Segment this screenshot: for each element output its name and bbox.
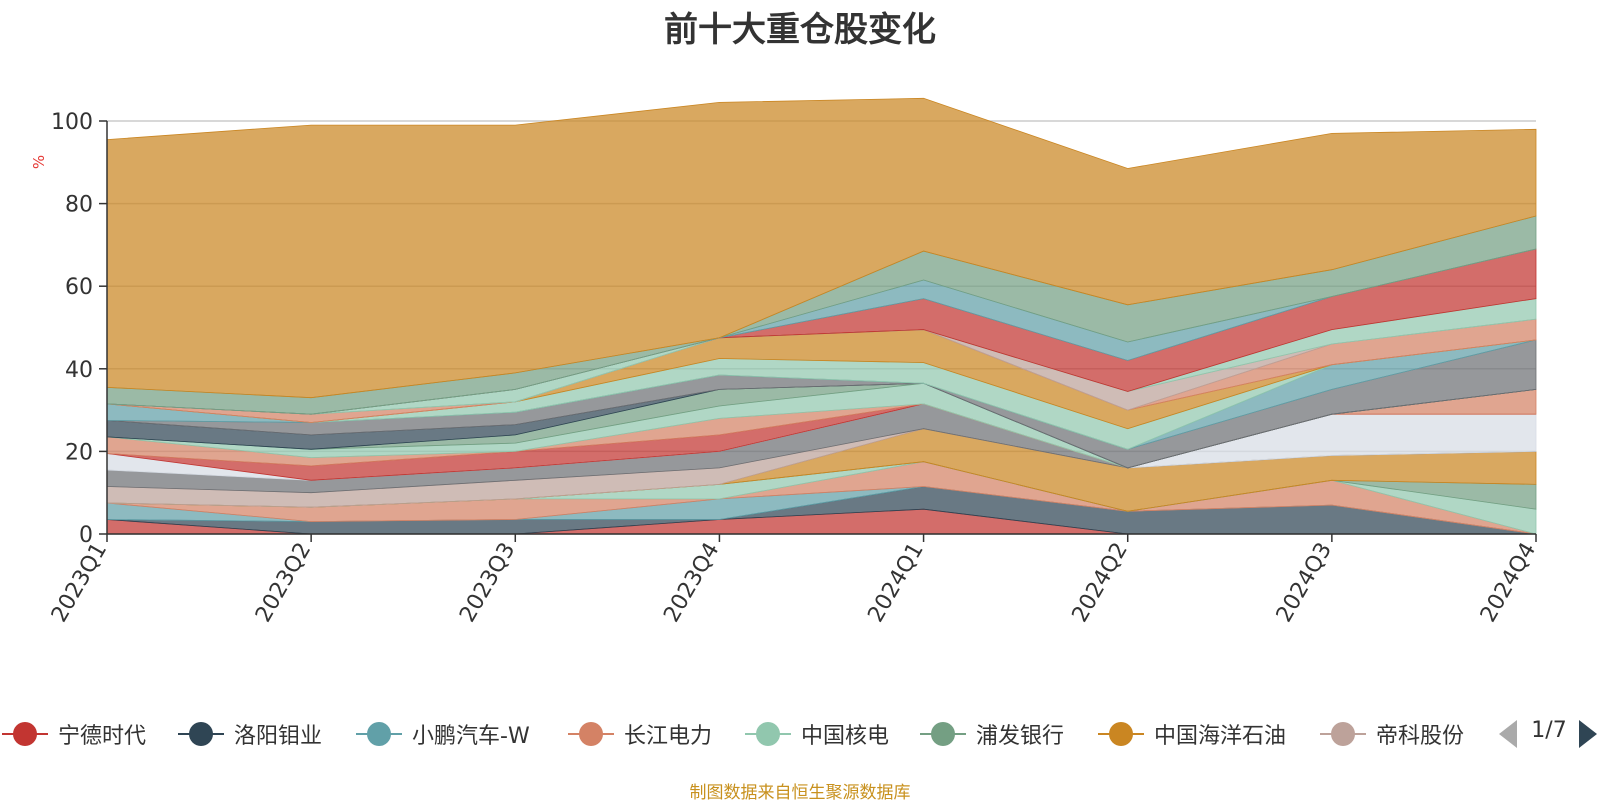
legend-label: 浦发银行 (976, 724, 1065, 749)
legend-label: 中国核电 (801, 724, 890, 749)
legend-item[interactable]: 浦发银行 (918, 716, 1064, 752)
legend-item[interactable]: 宁德时代 (0, 716, 146, 752)
x-tick-label: 2024Q2 (1068, 539, 1133, 627)
legend-label: 宁德时代 (58, 724, 147, 749)
legend-page-indicator: 1/7 (1531, 718, 1567, 743)
y-axis-label: % (30, 155, 48, 169)
legend: 宁德时代 洛阳钼业 小鹏汽车-W 长江电力 中国核电 浦发银行 中国海洋石油 帝科股份 (0, 716, 1600, 756)
legend-label: 长江电力 (624, 724, 713, 749)
legend-marker-icon (743, 719, 793, 749)
legend-item[interactable]: 小鹏汽车-W (354, 716, 530, 752)
legend-label: 中国海洋石油 (1154, 724, 1287, 749)
x-tick-label: 2023Q4 (659, 539, 724, 627)
legend-label: 洛阳钼业 (234, 724, 323, 749)
x-tick-label: 2023Q3 (455, 539, 520, 627)
chart-title: 前十大重仓股变化 (664, 10, 936, 50)
x-tick-label: 2024Q4 (1476, 539, 1541, 627)
legend-marker-icon (0, 719, 50, 749)
legend-marker-icon (1318, 719, 1368, 749)
legend-item[interactable]: 洛阳钼业 (176, 716, 322, 752)
legend-item[interactable]: 中国海洋石油 (1096, 716, 1286, 752)
legend-marker-icon (566, 719, 616, 749)
legend-item[interactable]: 中国核电 (743, 716, 889, 752)
x-tick-label: 2023Q1 (47, 539, 112, 627)
x-tick-label: 2024Q1 (863, 539, 928, 627)
legend-marker-icon (176, 719, 226, 749)
x-tick-label: 2023Q2 (251, 539, 316, 627)
legend-marker-icon (1096, 719, 1146, 749)
legend-marker-icon (354, 719, 404, 749)
legend-marker-icon (918, 719, 968, 749)
y-tick-label: 0 (79, 523, 93, 548)
data-source-note: 制图数据来自恒生聚源数据库 (689, 783, 911, 803)
x-tick-label: 2024Q3 (1272, 539, 1337, 627)
legend-item[interactable]: 长江电力 (566, 716, 712, 752)
area-series-25[interactable] (106, 97, 1537, 399)
y-tick-label: 20 (65, 440, 93, 465)
legend-label: 小鹏汽车-W (412, 724, 530, 749)
y-tick-label: 40 (65, 358, 93, 383)
legend-next-page-icon[interactable] (1579, 720, 1597, 748)
y-tick-label: 60 (65, 275, 93, 300)
legend-pager: 1/7 (1497, 716, 1597, 752)
y-tick-label: 80 (65, 193, 93, 218)
area-series-group (106, 97, 1537, 535)
legend-prev-page-icon[interactable] (1499, 720, 1517, 748)
legend-item[interactable]: 帝科股份 (1318, 716, 1464, 752)
legend-label: 帝科股份 (1376, 724, 1465, 749)
y-tick-label: 100 (51, 110, 93, 135)
